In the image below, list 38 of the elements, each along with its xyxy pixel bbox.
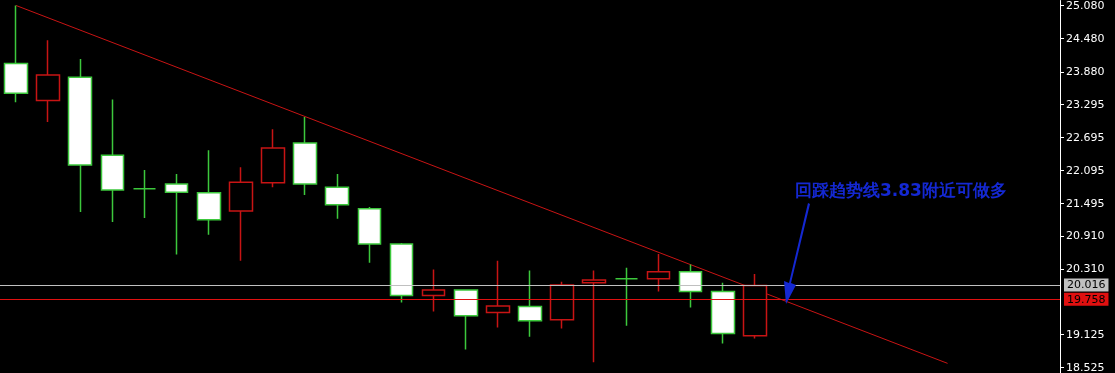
annotation: 回踩趋势线3.83附近可做多 — [795, 179, 1007, 200]
candlestick — [614, 267, 639, 327]
candlestick — [357, 206, 382, 264]
y-tick-label: 20.310 — [1066, 262, 1105, 276]
candlestick — [260, 128, 286, 188]
candlestick — [389, 242, 414, 304]
candlestick — [517, 269, 543, 338]
candlestick — [549, 280, 575, 330]
y-tick-label: 22.095 — [1066, 163, 1105, 177]
y-tick-label: 19.125 — [1066, 327, 1105, 341]
y-tick-label: 22.695 — [1066, 130, 1105, 144]
candlestick — [710, 281, 736, 345]
y-tick-label: 23.880 — [1066, 65, 1105, 79]
candlestick — [100, 98, 125, 223]
candlestick — [132, 169, 157, 219]
y-tick-label: 24.480 — [1066, 32, 1105, 46]
candlestick — [485, 259, 511, 329]
candlestick — [678, 263, 703, 309]
y-tick-label: 18.525 — [1066, 361, 1105, 373]
candlestick — [35, 39, 61, 123]
ref-line-label: 19.758 — [1067, 292, 1106, 306]
candlestick — [742, 273, 768, 340]
candlestick — [324, 173, 350, 220]
candlestick — [196, 149, 222, 236]
candlestick — [228, 166, 254, 262]
y-tick-label: 23.295 — [1066, 97, 1105, 111]
candlestick — [292, 116, 318, 196]
candlestick — [453, 289, 479, 351]
y-tick-label: 21.495 — [1066, 196, 1105, 210]
candlestick — [646, 253, 671, 293]
y-tick-label: 25.080 — [1066, 0, 1105, 12]
candlestick — [67, 58, 93, 213]
candlestick — [3, 4, 29, 103]
y-tick-label: 20.910 — [1066, 229, 1105, 243]
candlestick — [421, 268, 446, 313]
candlestick — [164, 173, 189, 256]
ref-line-label: 20.016 — [1067, 278, 1106, 292]
candlestick — [581, 269, 607, 364]
